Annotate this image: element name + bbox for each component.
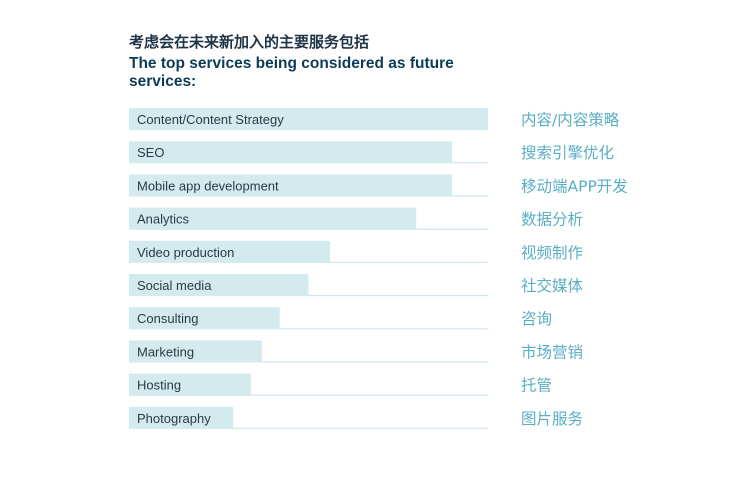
bar-label-cn: 托管 [521, 377, 552, 395]
bar-label: Consulting [137, 311, 198, 326]
bar-3 [129, 207, 417, 230]
bar-label-cn: 图片服务 [521, 410, 583, 428]
bar-label: Analytics [137, 212, 190, 227]
bar-label-cn: 社交媒体 [521, 277, 584, 295]
bar-9 [129, 406, 234, 429]
bar-label: Marketing [137, 344, 194, 359]
bar-label-cn: 内容/内容策略 [521, 111, 620, 129]
bar-label: Content/Content Strategy [137, 112, 284, 127]
bar-label-cn: 移动端APP开发 [521, 177, 628, 195]
bar-label: Mobile app development [137, 178, 279, 193]
bar-4 [129, 240, 331, 263]
bar-label-cn: 数据分析 [521, 211, 583, 229]
bar-1 [129, 141, 453, 164]
bar-label: Video production [137, 245, 234, 260]
bar-5 [129, 274, 309, 296]
bar-2 [129, 174, 453, 197]
chart-title: The top services being considered as fut… [129, 55, 454, 90]
bar-label-cn: 搜索引擎优化 [521, 144, 614, 162]
bar-8 [129, 373, 252, 396]
bar-label-cn: 视频制作 [521, 244, 583, 262]
bar-label: Social media [137, 278, 212, 293]
bar-label-cn: 市场营销 [521, 343, 583, 361]
bar-label: Photography [137, 411, 211, 426]
chart-subtitle-cn: 考虑会在未来新加入的主要服务包括 [129, 33, 370, 51]
bar-6 [129, 307, 280, 330]
bar-label: SEO [137, 145, 164, 160]
bar-label: Hosting [137, 378, 181, 393]
bar-0 [129, 108, 488, 130]
bar-label-cn: 咨询 [521, 310, 552, 328]
bar-7 [129, 340, 262, 363]
